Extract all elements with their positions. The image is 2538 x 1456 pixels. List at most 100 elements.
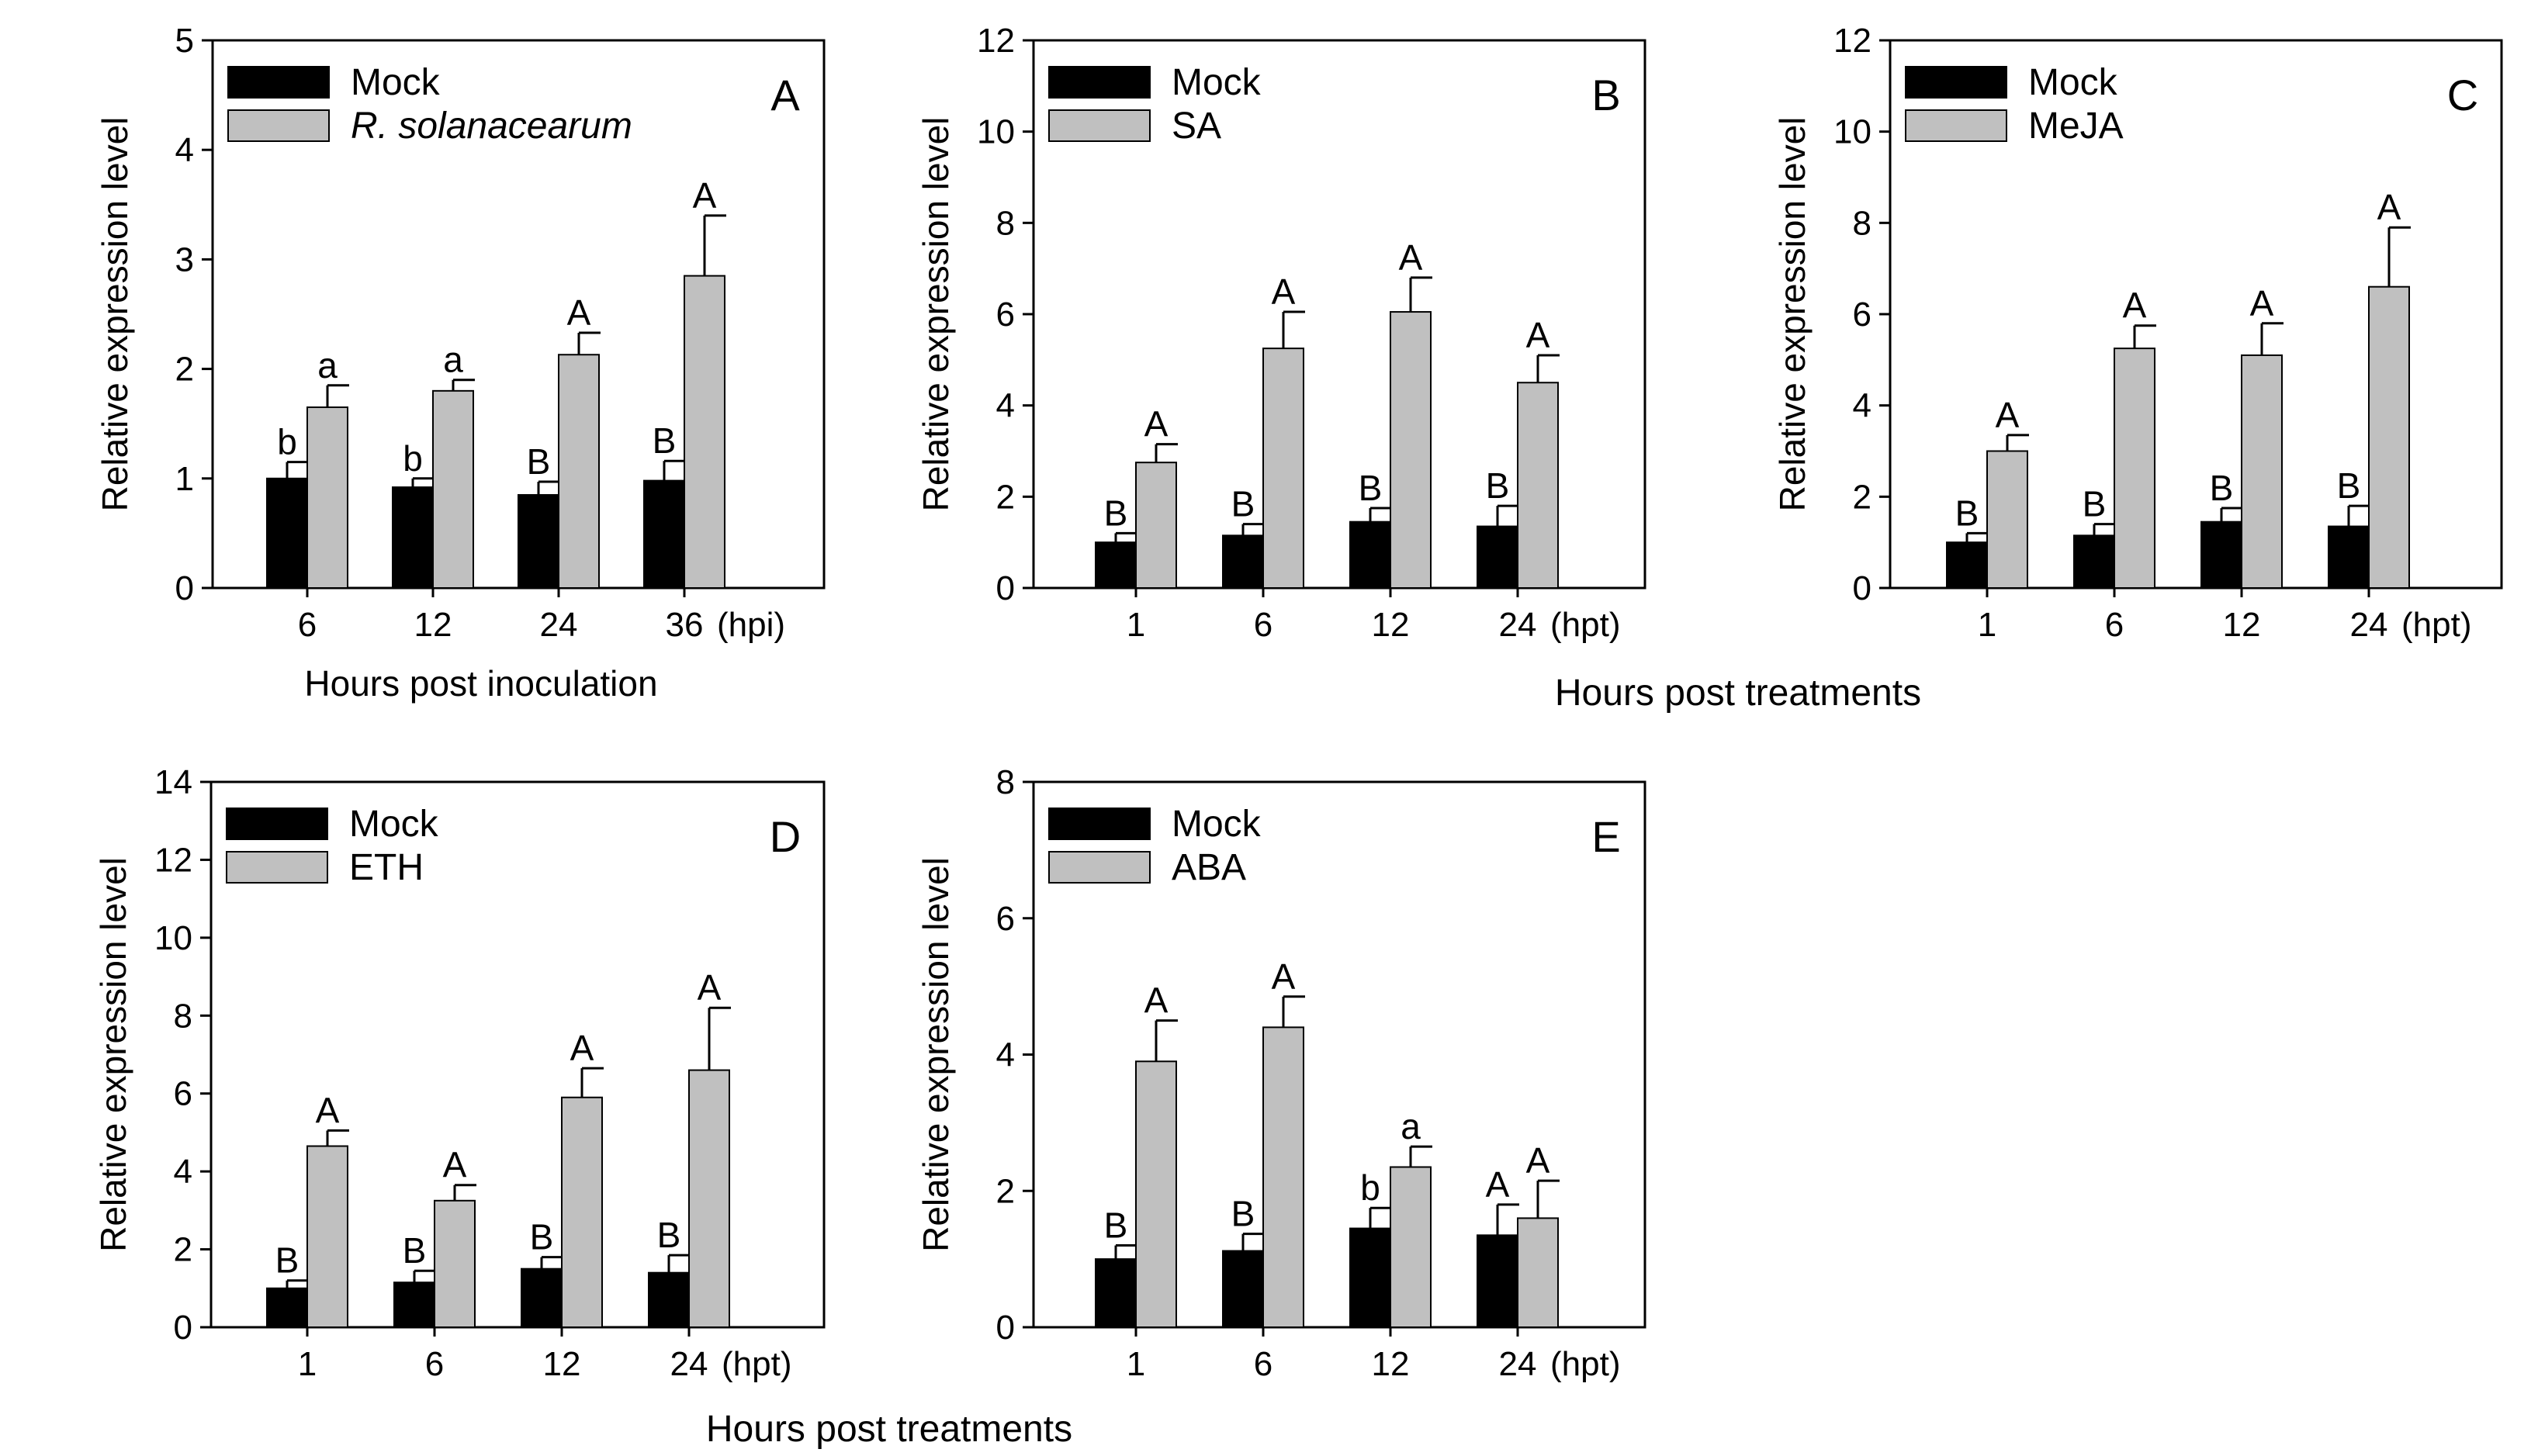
x-unit-label: (hpt)	[2401, 606, 2471, 644]
significance-label: B	[403, 1230, 427, 1271]
legend-swatch-mock	[226, 808, 328, 840]
y-tick-label: 8	[996, 204, 1015, 242]
bar-treatment	[2241, 354, 2283, 589]
y-tick-label: 4	[175, 131, 194, 169]
y-tick-label: 12	[154, 841, 192, 879]
x-tick-label: 24	[1499, 1345, 1537, 1383]
bar-mock	[1477, 525, 1518, 590]
shared-xlabel-bottom: Hours post treatments	[706, 1409, 1072, 1450]
y-axis-title: Relative expression level	[95, 117, 135, 512]
x-axis-title: Hours post inoculation	[304, 663, 657, 704]
y-tick-label: 2	[996, 1172, 1015, 1210]
legend-label: Mock	[1172, 62, 1262, 103]
y-tick-label: 1	[175, 460, 194, 498]
bar-mock	[266, 477, 308, 589]
significance-label: A	[570, 1028, 594, 1068]
significance-label: B	[1231, 484, 1255, 524]
x-tick-label: 12	[1372, 1345, 1410, 1383]
legend-label: Mock	[349, 804, 439, 845]
bar-treatment	[1390, 311, 1432, 589]
significance-label: B	[2337, 465, 2361, 506]
significance-label: A	[2377, 187, 2401, 227]
significance-label: A	[698, 967, 722, 1008]
y-tick-label: 0	[174, 1309, 192, 1347]
x-tick-label: 1	[298, 1345, 317, 1383]
legend-label: ETH	[349, 847, 424, 888]
y-tick-label: 12	[977, 22, 1015, 60]
significance-label: B	[2210, 468, 2234, 508]
panel-letter: E	[1591, 812, 1620, 861]
significance-label: B	[1359, 468, 1383, 508]
legend-label: ABA	[1172, 847, 1246, 888]
y-tick-label: 6	[174, 1075, 192, 1113]
bar-mock	[392, 486, 434, 590]
x-tick-label: 24	[2350, 606, 2388, 644]
y-tick-label: 2	[1853, 478, 1871, 516]
significance-label: B	[1104, 493, 1128, 533]
y-tick-label: 2	[996, 478, 1015, 516]
legend-label: Mock	[351, 62, 441, 103]
legend-swatch-mock	[1048, 66, 1151, 99]
y-tick-label: 2	[174, 1231, 192, 1269]
y-tick-label: 6	[996, 900, 1015, 938]
significance-label: A	[1144, 980, 1169, 1021]
y-tick-label: 6	[1853, 296, 1871, 334]
legend-label: Mock	[1172, 804, 1262, 845]
x-tick-label: 6	[1254, 1345, 1272, 1383]
significance-label: A	[693, 175, 717, 216]
y-tick-label: 0	[996, 569, 1015, 607]
significance-label: B	[653, 420, 677, 461]
significance-label: a	[1401, 1106, 1421, 1146]
significance-label: B	[527, 441, 551, 482]
y-tick-label: 10	[1833, 113, 1871, 151]
significance-label: B	[2083, 484, 2107, 524]
significance-label: B	[275, 1240, 300, 1281]
significance-label: B	[1231, 1194, 1255, 1234]
y-axis-title: Relative expression level	[916, 117, 956, 512]
significance-label: b	[1360, 1167, 1380, 1208]
y-axis-title: Relative expression level	[93, 857, 133, 1252]
x-tick-label: 24	[540, 606, 578, 644]
significance-label: A	[1526, 315, 1550, 355]
bar-mock	[1477, 1234, 1518, 1329]
x-tick-label: 12	[543, 1345, 581, 1383]
panel-letter: A	[770, 71, 800, 119]
bar-treatment	[1517, 382, 1559, 589]
bar-treatment	[1135, 1060, 1177, 1328]
significance-label: B	[1955, 493, 1979, 533]
legend-label: SA	[1172, 105, 1221, 147]
bar-mock	[1349, 520, 1391, 589]
y-tick-label: 5	[175, 22, 194, 60]
bar-mock	[1946, 541, 1988, 590]
x-tick-label: 24	[670, 1345, 708, 1383]
legend-swatch-treatment	[1048, 109, 1151, 142]
x-tick-label: 24	[1499, 606, 1537, 644]
x-tick-label: 1	[1978, 606, 1996, 644]
bar-mock	[266, 1287, 308, 1329]
x-tick-label: 12	[2223, 606, 2261, 644]
x-tick-label: 36	[666, 606, 704, 644]
legend-label: Mock	[2028, 62, 2118, 103]
significance-label: A	[1526, 1140, 1550, 1181]
y-axis-title: Relative expression level	[1772, 117, 1813, 512]
panel-letter: C	[2447, 71, 2478, 119]
significance-label: A	[1272, 271, 1296, 312]
plot-frame	[209, 780, 826, 1329]
significance-label: b	[403, 438, 423, 479]
legend-label: MeJA	[2028, 105, 2124, 147]
legend-swatch-treatment	[1905, 109, 2007, 142]
bar-treatment	[432, 389, 474, 589]
x-tick-label: 12	[1372, 606, 1410, 644]
panel-letter: B	[1591, 71, 1620, 119]
y-tick-label: 0	[175, 569, 194, 607]
bar-mock	[2328, 525, 2370, 590]
significance-label: A	[1144, 404, 1169, 444]
x-tick-label: 12	[414, 606, 452, 644]
bar-mock	[393, 1281, 435, 1328]
x-unit-label: (hpi)	[717, 606, 785, 644]
bar-mock	[643, 479, 685, 590]
y-tick-label: 3	[175, 240, 194, 278]
